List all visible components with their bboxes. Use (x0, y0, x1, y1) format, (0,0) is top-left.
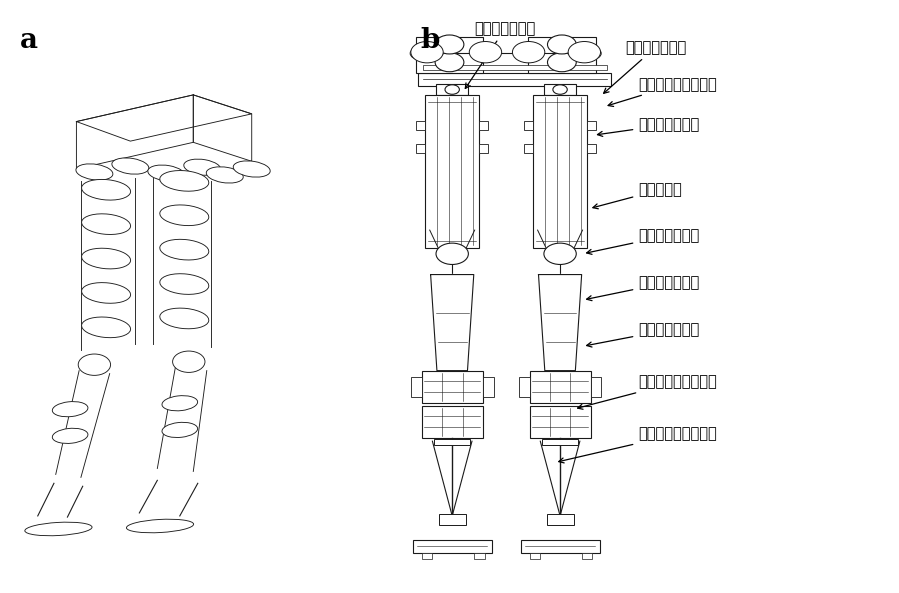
Ellipse shape (111, 158, 149, 174)
Bar (533, 95, 587, 248)
Circle shape (411, 42, 443, 63)
Ellipse shape (162, 422, 198, 438)
Bar (587, 144, 596, 153)
Ellipse shape (233, 161, 271, 177)
Ellipse shape (160, 171, 209, 191)
Bar (416, 121, 425, 130)
Circle shape (544, 243, 576, 264)
Bar (418, 73, 611, 86)
Bar (413, 540, 492, 553)
Ellipse shape (82, 283, 130, 303)
Ellipse shape (52, 428, 88, 444)
Circle shape (435, 53, 464, 72)
Polygon shape (76, 95, 252, 141)
Bar (591, 377, 601, 397)
Polygon shape (431, 275, 474, 371)
Circle shape (471, 47, 489, 59)
Ellipse shape (147, 165, 185, 181)
Ellipse shape (160, 274, 209, 294)
Text: 踝关节第一电机连杆: 踝关节第一电机连杆 (577, 374, 717, 409)
Bar (479, 121, 488, 130)
Circle shape (445, 85, 459, 94)
Bar (422, 371, 483, 403)
Circle shape (436, 243, 468, 264)
Bar (415, 37, 484, 73)
Polygon shape (539, 275, 582, 371)
Bar (524, 144, 533, 153)
Ellipse shape (206, 167, 244, 183)
Text: 踝关节第一电机: 踝关节第一电机 (587, 275, 699, 301)
Bar (521, 540, 600, 553)
Text: a: a (20, 27, 38, 54)
Circle shape (173, 351, 205, 372)
Text: 髋关节第一电机: 髋关节第一电机 (466, 21, 536, 88)
Polygon shape (193, 95, 252, 161)
Ellipse shape (82, 214, 130, 234)
Bar (479, 144, 488, 153)
Circle shape (568, 42, 601, 63)
Bar (434, 439, 470, 445)
Bar (524, 121, 533, 130)
Ellipse shape (52, 401, 88, 417)
Circle shape (469, 42, 502, 63)
Polygon shape (76, 95, 193, 169)
Text: 髋关节第二电机: 髋关节第二电机 (603, 40, 686, 93)
Bar (519, 377, 530, 397)
Bar (547, 514, 574, 525)
Ellipse shape (82, 180, 130, 200)
Ellipse shape (82, 248, 130, 269)
Circle shape (547, 35, 576, 54)
Bar (530, 553, 540, 559)
Bar (425, 95, 479, 248)
Bar (529, 37, 595, 73)
Bar (587, 121, 596, 130)
Circle shape (547, 53, 576, 72)
Ellipse shape (183, 159, 221, 176)
Ellipse shape (160, 308, 209, 329)
Bar (544, 84, 576, 95)
Ellipse shape (25, 522, 92, 535)
Text: 膝关节电机: 膝关节电机 (592, 182, 682, 209)
Bar (439, 514, 466, 525)
Ellipse shape (82, 317, 130, 337)
Text: 髋关节第一电机连杆: 髋关节第一电机连杆 (608, 76, 717, 106)
Circle shape (435, 35, 464, 54)
Bar (483, 377, 494, 397)
Text: b: b (421, 27, 441, 54)
Bar (422, 553, 432, 559)
Bar (422, 406, 483, 438)
Bar (423, 65, 607, 70)
Bar (436, 84, 468, 95)
Circle shape (512, 42, 545, 63)
Ellipse shape (76, 164, 113, 180)
Bar (530, 406, 591, 438)
Text: 髋关节第三电机: 髋关节第三电机 (598, 117, 699, 136)
Bar (582, 553, 592, 559)
Bar (411, 377, 422, 397)
Text: 踝关节第二电机连杆: 踝关节第二电机连杆 (559, 426, 717, 463)
Circle shape (410, 47, 428, 59)
Text: 膝关节电机连杆: 膝关节电机连杆 (587, 228, 699, 254)
Circle shape (583, 47, 601, 59)
Circle shape (553, 85, 567, 94)
Bar (416, 144, 425, 153)
Ellipse shape (127, 519, 193, 533)
Circle shape (78, 354, 111, 375)
Ellipse shape (160, 205, 209, 225)
Bar (530, 371, 591, 403)
Circle shape (522, 47, 540, 59)
Ellipse shape (162, 396, 198, 411)
Ellipse shape (160, 240, 209, 260)
Bar (542, 439, 578, 445)
Bar (474, 553, 485, 559)
Text: 踝关节第二电机: 踝关节第二电机 (587, 322, 699, 347)
